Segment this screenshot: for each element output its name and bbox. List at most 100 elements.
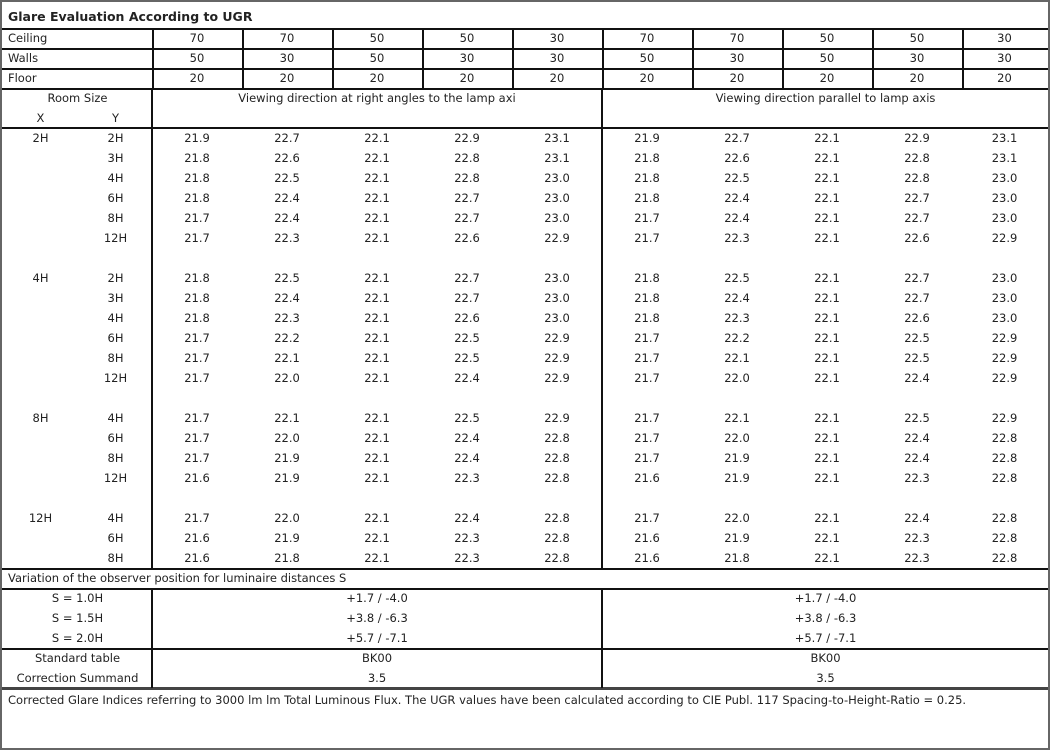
ugr-value: 21.8 — [634, 171, 660, 185]
ugr-value: 21.7 — [634, 351, 660, 365]
ugr-value: 23.0 — [991, 171, 1018, 185]
ugr-value: 22.1 — [814, 231, 840, 245]
reflectance-label: Walls — [8, 51, 39, 65]
ugr-value: 22.1 — [364, 191, 390, 205]
ugr-value: 22.1 — [814, 291, 840, 305]
reflectance-label: Floor — [8, 71, 37, 85]
ugr-value: 21.7 — [184, 431, 210, 445]
room-y: 2H — [107, 271, 124, 285]
divider — [2, 568, 1048, 570]
reflectance-value: 50 — [639, 51, 655, 65]
room-y: 6H — [107, 191, 124, 205]
ugr-value: 21.6 — [634, 551, 660, 565]
ugr-value: 22.9 — [904, 131, 930, 145]
ugr-value: 21.7 — [184, 331, 210, 345]
ugr-value: 21.8 — [724, 551, 750, 565]
ugr-value: 22.3 — [454, 471, 480, 485]
divider — [151, 588, 153, 688]
ugr-value: 23.0 — [991, 271, 1018, 285]
divider — [151, 88, 153, 568]
reflectance-value: 50 — [459, 31, 475, 45]
ugr-value: 22.8 — [904, 151, 930, 165]
ugr-value: 22.0 — [274, 371, 300, 385]
ugr-value: 22.4 — [724, 191, 750, 205]
ugr-value: 22.1 — [364, 331, 390, 345]
ugr-value: 21.8 — [184, 291, 210, 305]
ugr-value: 22.4 — [454, 451, 480, 465]
ugr-value: 22.7 — [454, 211, 480, 225]
reflectance-value: 50 — [369, 51, 385, 65]
ugr-value: 22.1 — [364, 351, 390, 365]
ugr-value: 22.1 — [814, 431, 840, 445]
ugr-value: 22.3 — [454, 531, 480, 545]
ugr-value: 23.1 — [544, 151, 570, 165]
ugr-value: 21.7 — [184, 211, 210, 225]
ugr-value: 22.3 — [274, 311, 300, 325]
correction-summand-label: Correction Summand — [16, 671, 139, 685]
direction-right-angles-header: Viewing direction at right angles to the… — [238, 91, 516, 105]
ugr-value: 22.8 — [991, 471, 1018, 485]
ugr-value: 22.5 — [454, 351, 480, 365]
divider — [512, 48, 514, 68]
divider — [782, 68, 784, 88]
reflectance-value: 30 — [549, 31, 565, 45]
ugr-value: 22.1 — [814, 511, 840, 525]
divider — [422, 68, 424, 88]
variation-label: Variation of the observer position for l… — [8, 571, 347, 585]
divider — [2, 648, 1048, 650]
reflectance-value: 20 — [997, 71, 1012, 85]
reflectance-value: 20 — [279, 71, 295, 85]
room-x: 12H — [28, 511, 53, 525]
ugr-value: 21.8 — [274, 551, 300, 565]
ugr-value: 22.6 — [724, 151, 750, 165]
room-y: 8H — [107, 551, 124, 565]
ugr-value: 22.0 — [274, 511, 300, 525]
reflectance-value: 30 — [279, 51, 295, 65]
ugr-value: 21.8 — [634, 311, 660, 325]
ugr-value: 22.5 — [904, 351, 930, 365]
ugr-value: 22.7 — [724, 131, 750, 145]
ugr-value: 21.7 — [634, 451, 660, 465]
ugr-value: 22.1 — [814, 351, 840, 365]
ugr-value: 22.5 — [454, 331, 480, 345]
divider — [2, 588, 1048, 590]
divider — [601, 588, 603, 688]
ugr-value: 22.1 — [364, 231, 390, 245]
ugr-value: 22.7 — [904, 291, 930, 305]
variation-left: +1.7 / -4.0 — [346, 591, 408, 605]
ugr-value: 22.7 — [454, 191, 480, 205]
variation-left: +3.8 / -6.3 — [346, 611, 408, 625]
ugr-value: 22.5 — [904, 411, 930, 425]
ugr-value: 21.6 — [184, 551, 210, 565]
ugr-value: 22.4 — [904, 431, 930, 445]
ugr-value: 22.1 — [364, 531, 390, 545]
ugr-value: 21.9 — [724, 451, 750, 465]
reflectance-label: Ceiling — [8, 31, 48, 45]
ugr-value: 22.1 — [364, 271, 390, 285]
divider — [602, 28, 604, 48]
ugr-value: 21.8 — [634, 271, 660, 285]
reflectance-value: 50 — [369, 31, 385, 45]
room-y: 3H — [107, 151, 124, 165]
variation-s: S = 2.0H — [51, 631, 104, 645]
divider — [782, 28, 784, 48]
reflectance-value: 70 — [279, 31, 295, 45]
room-x: 4H — [32, 271, 49, 285]
ugr-value: 21.8 — [184, 171, 210, 185]
ugr-value: 22.2 — [724, 331, 750, 345]
ugr-value: 22.1 — [364, 371, 390, 385]
ugr-value: 22.9 — [991, 351, 1018, 365]
divider — [242, 48, 244, 68]
ugr-value: 22.1 — [814, 151, 840, 165]
divider — [601, 88, 603, 568]
ugr-value: 22.1 — [814, 211, 840, 225]
ugr-value: 23.0 — [544, 291, 570, 305]
reflectance-value: 20 — [549, 71, 565, 85]
ugr-value: 22.8 — [544, 531, 570, 545]
divider — [242, 68, 244, 88]
ugr-value: 22.5 — [724, 271, 750, 285]
ugr-value: 22.7 — [904, 211, 930, 225]
divider — [332, 68, 334, 88]
ugr-value: 22.8 — [904, 171, 930, 185]
ugr-value: 23.0 — [991, 191, 1018, 205]
